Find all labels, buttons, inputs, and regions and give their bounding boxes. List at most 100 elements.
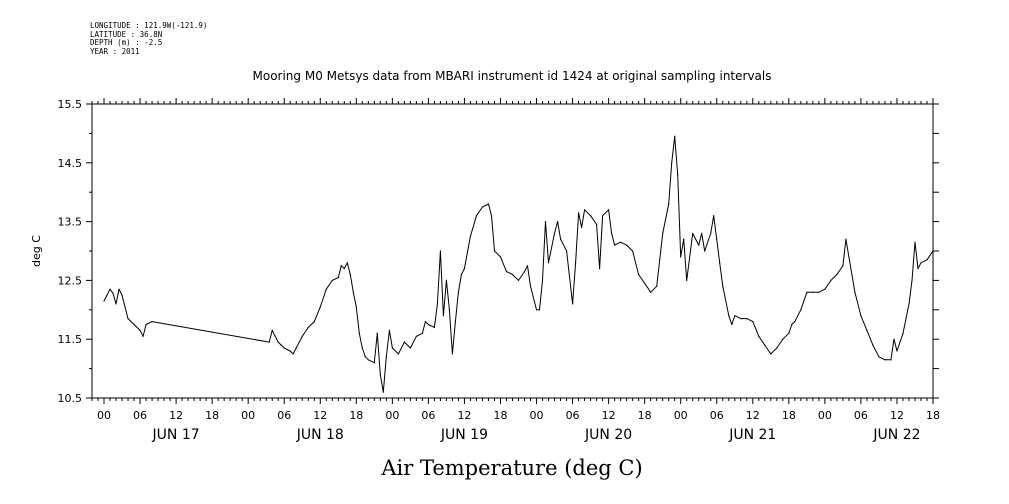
data-point: [277, 341, 279, 343]
x-hour-label: 18: [349, 409, 363, 422]
data-point: [686, 279, 688, 281]
x-hour-label: 06: [133, 409, 147, 422]
data-point: [830, 279, 832, 281]
data-point: [460, 273, 462, 276]
data-point: [590, 215, 592, 217]
x-hour-label: 00: [241, 409, 255, 422]
data-point: [584, 209, 586, 211]
data-point: [926, 259, 928, 261]
data-point: [719, 262, 721, 264]
data-point: [295, 347, 297, 349]
data-point: [581, 226, 583, 229]
data-point: [872, 344, 874, 346]
data-point: [860, 315, 862, 317]
data-point: [142, 335, 144, 337]
data-point: [292, 353, 294, 355]
data-point: [602, 215, 604, 217]
latitude-text: LATITUDE : 36.8N: [90, 29, 163, 39]
data-point: [106, 294, 108, 296]
data-point: [115, 303, 117, 305]
data-point: [596, 223, 598, 226]
data-point: [572, 303, 574, 305]
x-hour-label: 18: [205, 409, 219, 422]
data-point: [575, 262, 577, 264]
data-point: [289, 350, 291, 352]
data-point: [112, 292, 114, 294]
x-hour-label: 06: [277, 409, 291, 422]
data-point: [791, 323, 793, 326]
data-point: [674, 135, 676, 137]
data-point: [343, 268, 345, 270]
data-point: [611, 232, 613, 234]
data-point: [728, 315, 730, 317]
data-point: [448, 309, 450, 311]
data-point: [511, 273, 514, 276]
data-point: [544, 221, 547, 223]
data-point: [349, 273, 351, 276]
data-point: [415, 335, 417, 337]
data-point: [127, 318, 129, 320]
data-point: [920, 262, 922, 264]
data-point: [722, 285, 724, 287]
series-layer: [103, 135, 934, 393]
data-point: [325, 288, 327, 290]
data-point: [812, 291, 814, 293]
air-temperature-series-line: [103, 135, 934, 393]
data-point: [626, 244, 628, 246]
data-point: [806, 291, 808, 293]
longitude-text: LONGITUDE : 121.9W(-121.9): [90, 21, 208, 30]
data-point: [824, 288, 826, 290]
data-point: [890, 359, 892, 361]
data-point: [541, 279, 544, 281]
x-hour-label: 06: [854, 409, 868, 422]
data-point: [307, 326, 309, 328]
data-point: [409, 347, 411, 349]
data-point: [274, 335, 276, 337]
x-hour-label: 12: [746, 409, 760, 422]
data-point: [599, 268, 601, 270]
data-point: [280, 344, 282, 346]
x-axis-title: Air Temperature (deg C): [380, 456, 642, 480]
data-point: [469, 235, 471, 237]
x-day-label: JUN 17: [152, 427, 200, 443]
data-point: [716, 238, 718, 240]
data-point: [731, 323, 733, 326]
depth-text: DEPTH (m) : -2.5: [90, 38, 163, 48]
data-point: [884, 359, 886, 361]
data-point: [319, 306, 321, 308]
data-point: [451, 353, 453, 355]
x-day-label: JUN 18: [296, 427, 344, 443]
data-point: [355, 306, 357, 308]
data-point: [124, 306, 126, 308]
x-hour-label: 18: [782, 409, 796, 422]
data-point: [439, 250, 441, 252]
data-point: [352, 291, 354, 293]
data-point: [271, 329, 273, 331]
data-point: [560, 238, 562, 240]
mooring-metadata: LONGITUDE : 121.9W(-121.9) LATITUDE : 36…: [90, 21, 208, 56]
x-hour-label: 18: [926, 409, 940, 422]
data-point: [523, 271, 526, 273]
y-tick-label: 11.5: [58, 333, 83, 346]
data-point: [896, 350, 898, 352]
data-point: [385, 356, 387, 358]
data-point: [499, 256, 502, 258]
data-point: [109, 288, 111, 290]
y-tick-label: 13.5: [58, 216, 83, 229]
data-point: [677, 174, 679, 176]
x-hour-label: 12: [890, 409, 904, 422]
data-point: [701, 232, 703, 234]
x-hour-label: 18: [638, 409, 652, 422]
data-point: [373, 362, 375, 364]
data-point: [379, 373, 381, 376]
data-point: [490, 215, 493, 217]
data-point: [698, 244, 700, 246]
data-point: [614, 244, 616, 246]
data-point: [433, 326, 435, 328]
data-point: [878, 356, 880, 358]
data-point: [493, 250, 496, 252]
data-point: [118, 288, 120, 290]
data-point: [911, 279, 913, 281]
data-point: [620, 241, 622, 243]
y-axis-label: deg C: [30, 235, 43, 267]
